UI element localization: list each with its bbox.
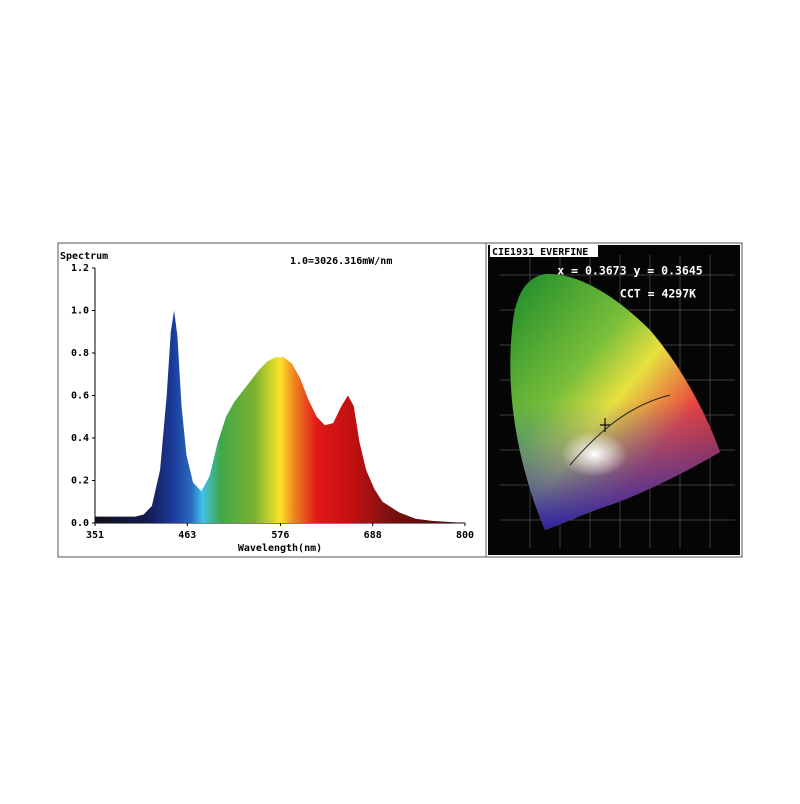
cie-diagram: CIE1931 EVERFINE x = 0.3673 y = 0.3645 C… <box>488 245 740 555</box>
cie-title-bg <box>490 245 598 257</box>
y-tick-label: 0.0 <box>71 518 89 529</box>
point-marker <box>600 418 610 432</box>
y-tick-label: 0.2 <box>71 476 89 487</box>
white-region <box>545 407 655 483</box>
cct-label: CCT = 4297K <box>620 287 696 301</box>
x-tick-label: 800 <box>456 530 474 541</box>
y-tick-label: 0.6 <box>71 391 89 402</box>
spectrum-plot: 0.0 0.2 0.4 0.6 0.8 1.0 1.2 351 463 576 688 800 <box>71 263 474 541</box>
chromaticity-coordinates: x = 0.3673 y = 0.3645 <box>557 264 702 278</box>
y-tick-label: 1.0 <box>71 306 89 317</box>
chart-subtitle: 1.0=3026.316mW/nm <box>290 256 392 267</box>
x-axis-label: Wavelength(nm) <box>238 543 322 554</box>
y-tick-label: 0.8 <box>71 348 89 359</box>
x-tick-label: 688 <box>364 530 382 541</box>
planckian-locus <box>569 394 671 466</box>
frame <box>57 242 743 558</box>
x-tick-label: 463 <box>178 530 196 541</box>
chart-title: Spectrum <box>60 251 108 262</box>
cie-title: CIE1931 EVERFINE <box>492 247 588 258</box>
y-tick-label: 0.4 <box>71 433 89 444</box>
x-tick-label: 576 <box>271 530 289 541</box>
x-tick-label: 351 <box>86 530 104 541</box>
y-tick-label: 1.2 <box>71 263 89 274</box>
spectrum-area <box>95 310 465 523</box>
